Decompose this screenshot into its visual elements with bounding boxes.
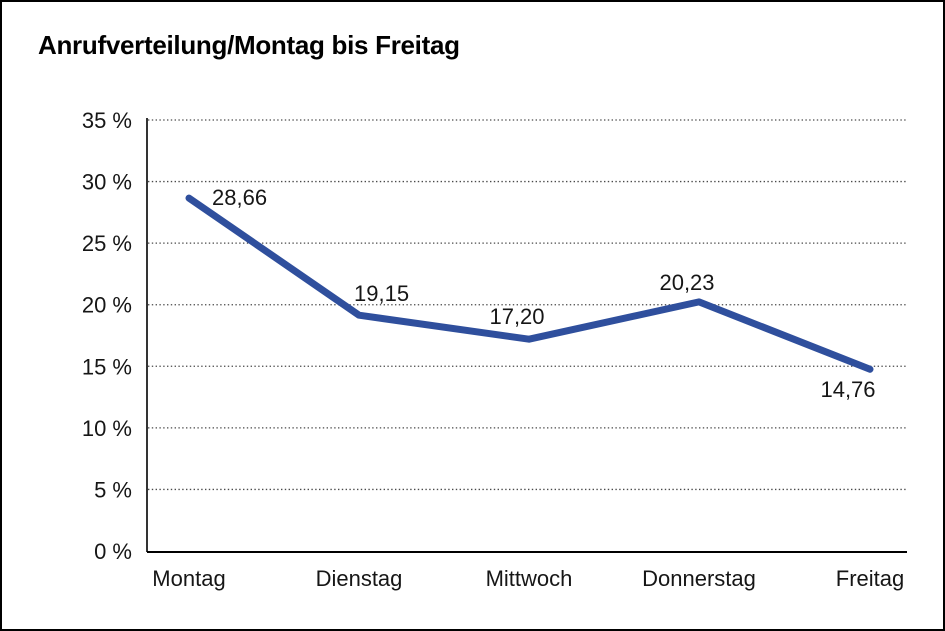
data-point-value-label: 20,23	[659, 270, 714, 295]
chart-title: Anrufverteilung/Montag bis Freitag	[38, 30, 460, 60]
data-point-value-label: 17,20	[489, 304, 544, 329]
x-axis-category-label: Dienstag	[316, 566, 403, 591]
data-series-line	[185, 194, 874, 373]
x-axis-category-label: Freitag	[836, 566, 904, 591]
y-axis-tick-label: 15 %	[82, 354, 132, 379]
y-axis-tick-label: 30 %	[82, 170, 132, 195]
y-axis-tick-label: 0 %	[94, 539, 132, 564]
data-point-value-label: 14,76	[820, 377, 875, 402]
y-axis-tick-label: 10 %	[82, 416, 132, 441]
x-axis-category-label: Mittwoch	[486, 566, 573, 591]
y-axis-tick-label: 25 %	[82, 231, 132, 256]
y-axis-tick-label: 20 %	[82, 293, 132, 318]
y-axis-tick-label: 35 %	[82, 108, 132, 133]
x-axis-category-label: Donnerstag	[642, 566, 756, 591]
x-axis-category-label: Montag	[152, 566, 225, 591]
data-point-value-label: 28,66	[212, 185, 267, 210]
y-axis-tick-label: 5 %	[94, 477, 132, 502]
data-point-value-label: 19,15	[354, 281, 409, 306]
